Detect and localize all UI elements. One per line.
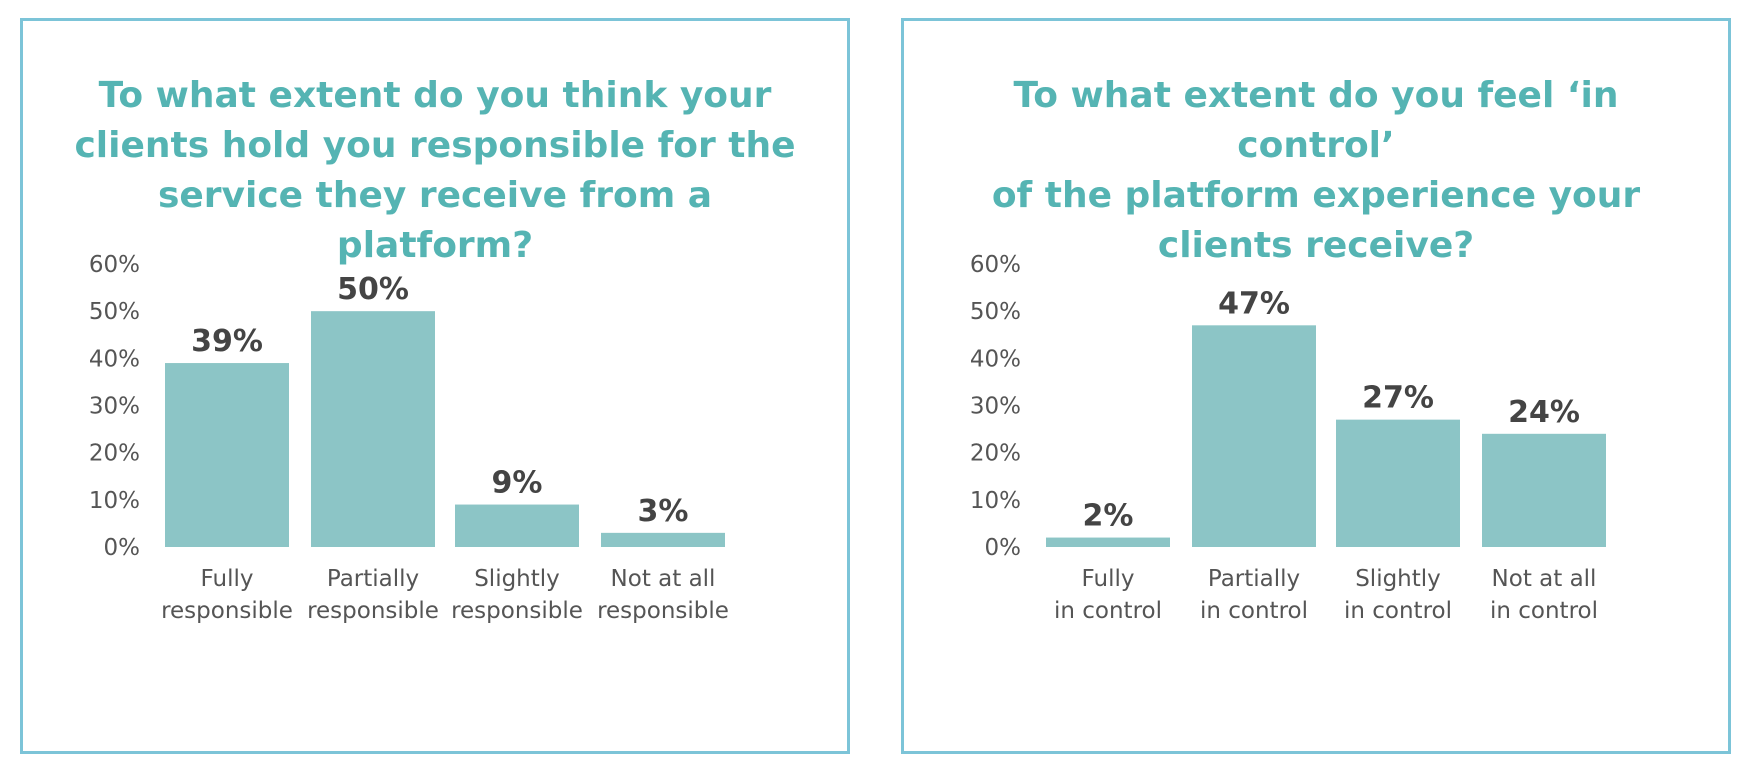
- x-tick-label: Partially: [1208, 566, 1300, 592]
- x-tick-label: Fully: [1082, 566, 1135, 592]
- bar: [311, 311, 435, 547]
- y-tick-label: 10%: [89, 488, 140, 514]
- y-tick-label: 50%: [970, 299, 1021, 325]
- x-tick-label: responsible: [597, 598, 729, 624]
- data-label: 9%: [492, 466, 543, 501]
- data-label: 2%: [1083, 499, 1134, 534]
- bar: [165, 363, 289, 547]
- x-tick-label: in control: [1200, 598, 1308, 624]
- chart-panel-responsibility: To what extent do you think your clients…: [20, 18, 850, 754]
- bar-chart: 0% 10% 20% 30% 40% 50% 60% 39% Fully responsible 5…: [89, 252, 729, 624]
- bar: [1192, 325, 1316, 547]
- data-label: 47%: [1218, 286, 1290, 321]
- data-label: 27%: [1362, 381, 1434, 416]
- bar: [455, 504, 579, 547]
- data-label: 24%: [1508, 395, 1580, 430]
- chart-panel-control: To what extent do you feel ‘in control’ …: [901, 18, 1731, 754]
- x-tick-label: in control: [1344, 598, 1452, 624]
- y-tick-label: 0%: [104, 535, 141, 561]
- chart-title: To what extent do you think your clients…: [74, 75, 796, 266]
- bar: [601, 532, 725, 547]
- y-tick-label: 0%: [985, 535, 1022, 561]
- x-tick-label: responsible: [451, 598, 583, 624]
- y-tick-label: 50%: [89, 299, 140, 325]
- x-tick-label: Partially: [327, 566, 419, 592]
- chart-title: To what extent do you feel ‘in control’ …: [991, 75, 1641, 266]
- y-tick-label: 40%: [89, 346, 140, 372]
- y-tick-label: 60%: [970, 252, 1021, 278]
- y-tick-label: 40%: [970, 346, 1021, 372]
- x-tick-label: Not at all: [1492, 566, 1597, 592]
- data-label: 39%: [191, 324, 263, 359]
- y-tick-label: 30%: [970, 394, 1021, 420]
- data-label: 50%: [337, 272, 409, 307]
- bar: [1336, 419, 1460, 547]
- bar-chart: 0% 10% 20% 30% 40% 50% 60% 2% Fully in control 47%…: [970, 252, 1606, 624]
- x-tick-label: in control: [1490, 598, 1598, 624]
- x-tick-label: Fully: [201, 566, 254, 592]
- bar: [1482, 433, 1606, 547]
- x-tick-label: responsible: [307, 598, 439, 624]
- data-label: 3%: [638, 494, 689, 529]
- y-tick-label: 20%: [89, 441, 140, 467]
- x-tick-label: Not at all: [611, 566, 716, 592]
- bar: [1046, 537, 1170, 547]
- y-tick-label: 30%: [89, 394, 140, 420]
- y-tick-label: 60%: [89, 252, 140, 278]
- x-tick-label: Slightly: [1355, 566, 1441, 592]
- x-tick-label: in control: [1054, 598, 1162, 624]
- x-tick-label: Slightly: [474, 566, 560, 592]
- x-tick-label: responsible: [161, 598, 293, 624]
- y-tick-label: 20%: [970, 441, 1021, 467]
- y-tick-label: 10%: [970, 488, 1021, 514]
